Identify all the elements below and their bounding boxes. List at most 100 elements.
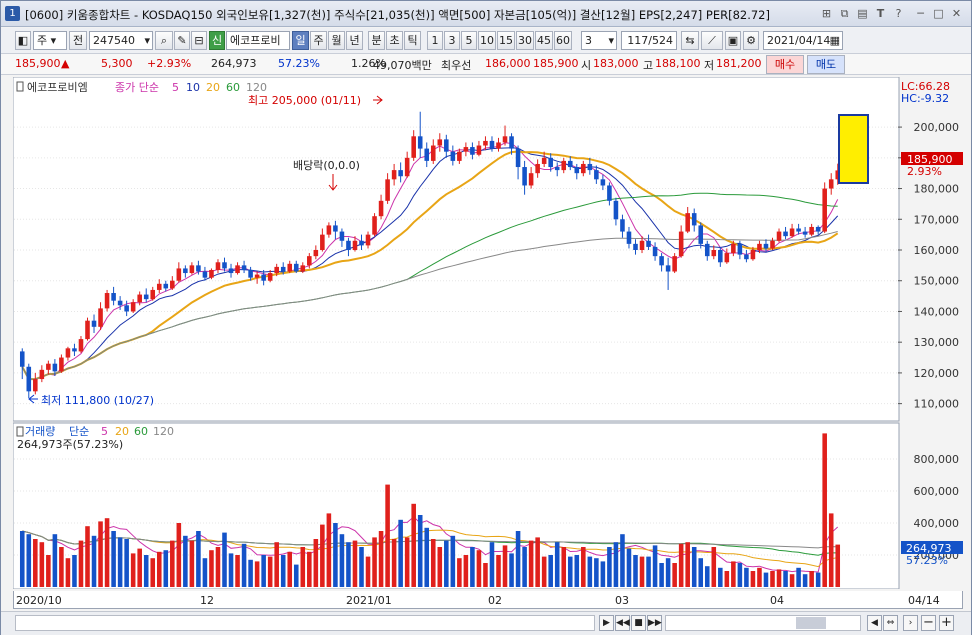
volume-menu-icon[interactable] <box>16 426 24 437</box>
date-input[interactable]: 2021/04/14 ▦ <box>763 31 843 50</box>
candle <box>267 273 273 281</box>
candle <box>620 219 625 232</box>
help-icon[interactable]: ? <box>895 7 902 20</box>
candle <box>46 363 51 370</box>
interval-button-15[interactable]: 15 <box>497 31 515 50</box>
volume-info: 264,973주(57.23%) <box>17 438 123 451</box>
pin-icon[interactable]: ✎ <box>174 31 190 50</box>
period-month[interactable]: 월 <box>328 31 345 50</box>
sell-button[interactable]: 매도 <box>807 55 845 74</box>
volume-bar <box>404 537 410 587</box>
count-select[interactable]: 3 ▾ <box>581 31 617 50</box>
candle <box>385 179 390 201</box>
candle <box>65 348 71 358</box>
fit-icon[interactable]: ⇔ <box>883 615 898 631</box>
volume-bar <box>254 561 260 587</box>
scroll-left-icon[interactable]: ◀ <box>867 615 882 631</box>
ma60-label: 60 <box>226 81 240 94</box>
rewind-icon[interactable]: ◀◀ <box>615 615 630 631</box>
zoom-out-icon[interactable]: − <box>921 615 936 631</box>
volume-bar <box>502 545 508 587</box>
volume-bar <box>280 555 286 587</box>
candle <box>248 269 253 278</box>
period-week[interactable]: 주 <box>310 31 327 50</box>
zoom-in-icon[interactable]: + <box>939 615 954 631</box>
period-minute[interactable]: 분 <box>368 31 385 50</box>
interval-button-3[interactable]: 3 <box>444 31 460 50</box>
maximize-icon[interactable]: □ <box>933 7 944 20</box>
volume-bar <box>802 574 808 587</box>
window-title: [0600] 키움종합차트 - KOSDAQ150 외국인보유[1,327(천)… <box>25 8 770 22</box>
candle <box>483 140 488 146</box>
interval-button-5[interactable]: 5 <box>461 31 477 50</box>
ma20-label: 20 <box>206 81 220 94</box>
vol-ma60-label: 60 <box>134 425 148 438</box>
vol-ma5-label: 5 <box>101 425 108 438</box>
zoom-slider[interactable] <box>665 615 861 631</box>
candle <box>796 228 801 232</box>
prev-button[interactable]: 전 <box>69 31 87 50</box>
volume-bar <box>333 523 338 587</box>
bookmark-icon[interactable]: ⊟ <box>191 31 207 50</box>
interval-button-45[interactable]: 45 <box>535 31 553 50</box>
volume-bar <box>137 548 142 587</box>
candle <box>72 348 77 352</box>
candle <box>274 266 279 274</box>
period-tick[interactable]: 틱 <box>404 31 421 50</box>
gear-icon[interactable]: ⚙ <box>743 31 759 50</box>
stop-icon[interactable]: ■ <box>631 615 646 631</box>
grid-icon[interactable]: ⊞ <box>821 7 832 20</box>
volume-bar <box>789 574 795 587</box>
zoom-icon[interactable]: ⇆ <box>681 31 699 50</box>
candle <box>130 302 136 312</box>
candle <box>85 320 90 340</box>
candle <box>737 243 743 255</box>
save-icon[interactable]: ▣ <box>725 31 741 50</box>
volume-ma120-line <box>22 530 838 549</box>
candle <box>444 139 449 152</box>
period-day[interactable]: 일 <box>292 31 309 50</box>
quote-bar: 185,900 ▲ 5,300 +2.93% 264,973 57.23% 1.… <box>1 54 971 75</box>
close-icon[interactable]: ✕ <box>951 7 962 20</box>
font-icon[interactable]: T <box>876 7 885 20</box>
candle <box>509 136 514 149</box>
search-icon[interactable]: ⌕ <box>155 31 173 50</box>
high-label: 고 <box>643 59 654 72</box>
candle <box>659 256 664 266</box>
candle <box>463 147 469 152</box>
layout-icon[interactable]: ◧ <box>15 31 31 50</box>
volume-bar <box>659 563 664 587</box>
interval-button-1[interactable]: 1 <box>427 31 443 50</box>
print-icon[interactable]: ▤ <box>857 7 868 20</box>
scroll-right-icon[interactable]: ▶ <box>599 615 614 631</box>
chevron-right-icon[interactable]: › <box>903 615 918 631</box>
forward-icon[interactable]: ▶▶ <box>647 615 662 631</box>
code-input[interactable]: 247540 ▾ <box>89 31 153 50</box>
period-second[interactable]: 초 <box>386 31 403 50</box>
type-select[interactable]: 주 ▾ <box>33 31 67 50</box>
ma5-label: 5 <box>172 81 179 94</box>
horizontal-scrollbar[interactable] <box>15 615 595 631</box>
candle <box>365 234 371 246</box>
volume-bar <box>417 515 423 587</box>
volume-bar <box>483 563 488 587</box>
candle <box>698 225 704 244</box>
period-year[interactable]: 년 <box>346 31 363 50</box>
x-label-oct: 2020/10 <box>16 594 62 607</box>
interval-button-60[interactable]: 60 <box>554 31 572 50</box>
candle <box>574 167 580 174</box>
volume-bar <box>248 559 253 587</box>
new-badge[interactable]: 신 <box>209 31 225 50</box>
buy-button[interactable]: 매수 <box>766 55 804 74</box>
volume-bar <box>731 561 736 587</box>
interval-button-10[interactable]: 10 <box>478 31 496 50</box>
link-icon[interactable]: ⧉ <box>840 7 849 20</box>
price-volume-chart[interactable]: 200,000190,000180,000170,000160,000150,0… <box>13 77 963 589</box>
interval-button-30[interactable]: 30 <box>516 31 534 50</box>
highlight-box <box>838 114 869 184</box>
candle <box>783 231 788 237</box>
draw-icon[interactable]: ⟋ <box>701 31 723 50</box>
minimize-icon[interactable]: ─ <box>917 7 924 20</box>
candle <box>104 293 110 309</box>
panel-menu-icon[interactable] <box>16 81 24 92</box>
